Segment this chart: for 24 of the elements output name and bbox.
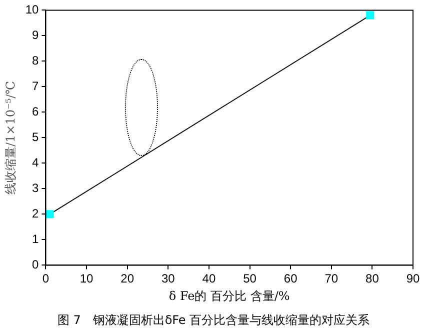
y-tick-label: 3 bbox=[32, 181, 40, 196]
y-tick-label: 7 bbox=[32, 79, 40, 94]
y-tick-label: 8 bbox=[32, 54, 40, 68]
x-tick-label: 50 bbox=[243, 272, 257, 286]
y-tick-label: 6 bbox=[32, 104, 40, 119]
caption: 图 7 钢液凝固析出δFe 百分比含量与线收缩量的对应关系 bbox=[56, 312, 371, 329]
y-tick-label: 9 bbox=[32, 28, 40, 42]
y-axis-title: 线收缩量/1×10⁻⁵/℃ bbox=[3, 80, 18, 195]
y-tick-label: 2 bbox=[32, 206, 40, 221]
x-tick-label: 90 bbox=[406, 272, 420, 286]
x-tick-label: 20 bbox=[120, 272, 134, 286]
y-tick-label: 10 bbox=[25, 2, 40, 17]
x-tick-label: 70 bbox=[324, 272, 338, 286]
x-tick-label: 60 bbox=[284, 272, 298, 286]
y-tick-label: 0 bbox=[32, 258, 40, 272]
y-tick-label: 4 bbox=[32, 156, 40, 170]
x-tick-label: 80 bbox=[366, 272, 380, 286]
x-tick-label: 30 bbox=[161, 272, 176, 286]
x-tick-label: 40 bbox=[202, 272, 216, 286]
y-tick-label: 1 bbox=[32, 232, 40, 246]
x-tick-label: 0 bbox=[42, 272, 50, 286]
x-tick-label: 10 bbox=[80, 272, 94, 286]
x-axis-title: δ Fe的 百分比 含量/% bbox=[168, 288, 290, 303]
y-tick-label: 5 bbox=[32, 130, 40, 144]
